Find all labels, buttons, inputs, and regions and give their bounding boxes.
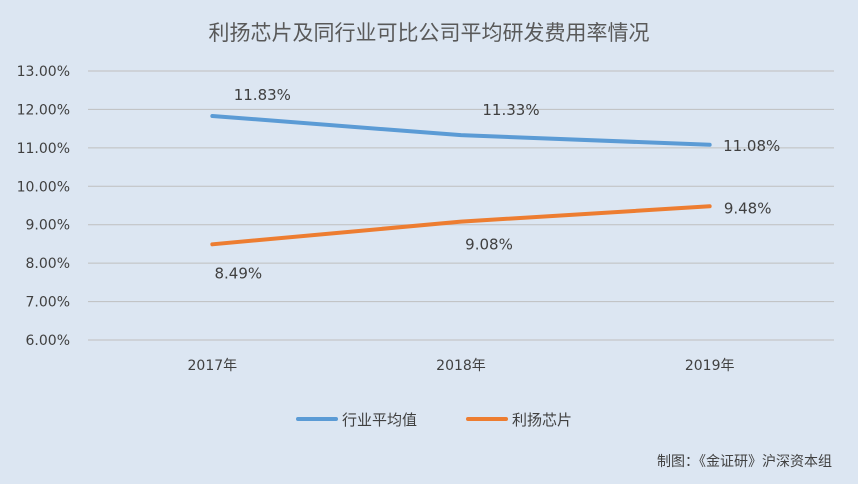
data-point xyxy=(211,115,213,117)
data-label: 11.08% xyxy=(723,137,780,155)
y-tick-label: 10.00% xyxy=(17,179,70,195)
data-label: 11.83% xyxy=(234,86,291,104)
data-point xyxy=(460,221,462,223)
legend: 行业平均值 利扬芯片 xyxy=(296,411,572,429)
y-tick-label: 13.00% xyxy=(17,64,70,80)
data-labels: 11.83% 11.33% 11.08% 8.49% 9.08% 9.48% xyxy=(215,86,781,282)
data-label: 8.49% xyxy=(215,264,263,282)
gridlines xyxy=(88,70,834,341)
x-axis-ticks: 2017年 2018年 2019年 xyxy=(188,358,735,374)
series-lines xyxy=(210,113,712,247)
y-tick-label: 6.00% xyxy=(26,333,70,349)
chart-title: 利扬芯片及同行业可比公司平均研发费用率情况 xyxy=(209,21,650,45)
y-axis-ticks: 6.00% 7.00% 8.00% 9.00% 10.00% 11.00% 12.00% 13… xyxy=(17,64,70,349)
source-note: 制图：《金证研》沪深资本组 xyxy=(657,454,832,470)
data-point xyxy=(460,134,462,136)
data-point xyxy=(709,144,711,146)
legend-label: 行业平均值 xyxy=(342,411,417,429)
y-tick-label: 8.00% xyxy=(26,256,70,272)
legend-label: 利扬芯片 xyxy=(512,411,572,429)
data-point xyxy=(709,205,711,207)
data-label: 9.08% xyxy=(465,236,513,254)
data-label: 9.48% xyxy=(724,199,772,217)
y-tick-label: 11.00% xyxy=(17,141,70,157)
y-tick-label: 7.00% xyxy=(26,295,70,311)
series-line xyxy=(210,113,712,147)
y-tick-label: 9.00% xyxy=(26,218,70,234)
data-point xyxy=(211,243,213,245)
series-line xyxy=(210,204,712,247)
data-label: 11.33% xyxy=(482,101,539,119)
y-tick-label: 12.00% xyxy=(17,102,70,118)
x-tick-label: 2018年 xyxy=(436,358,486,374)
x-tick-label: 2017年 xyxy=(188,358,238,374)
x-tick-label: 2019年 xyxy=(685,358,735,374)
